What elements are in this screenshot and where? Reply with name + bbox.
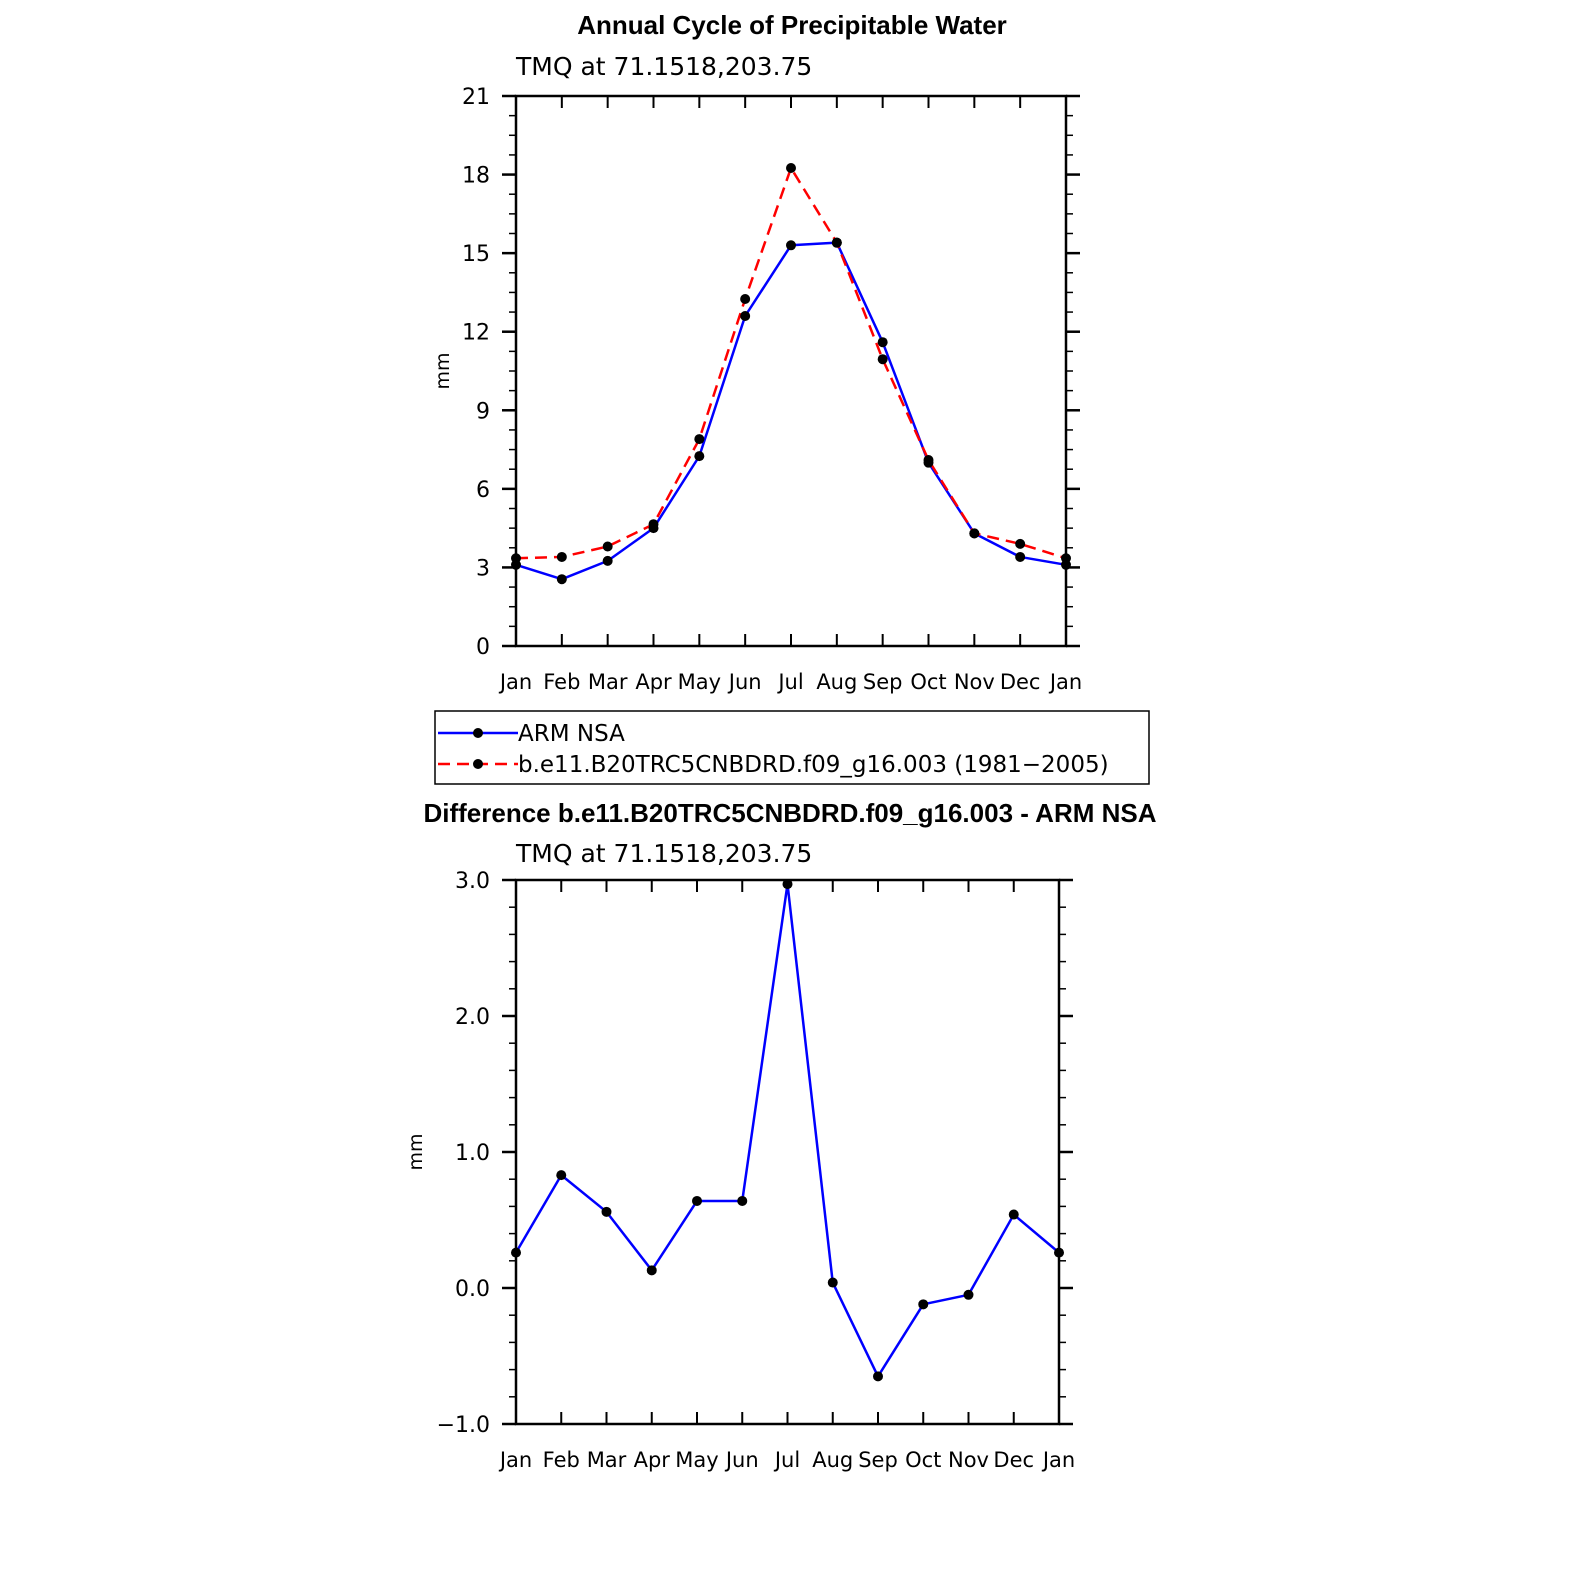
data-point-s1-9: [923, 455, 934, 466]
x-tick-label-may-4: May: [678, 670, 721, 694]
y-tick-label-2: 6: [476, 478, 490, 503]
data-point-s1-12: [1061, 553, 1071, 564]
x-tick-label-jul-6: Jul: [776, 670, 803, 694]
series-line-0: [515, 241, 1067, 581]
x-tick-label-sep-8: Sep: [863, 670, 903, 694]
data-point-s0-3: [646, 1265, 657, 1276]
chart-subtitle: TMQ at 71.1518,203.75: [515, 839, 812, 868]
x-tick-label-oct-9: Oct: [910, 670, 946, 694]
data-point-s0-6: [786, 240, 796, 251]
x-tick-label-jul-6: Jul: [773, 1448, 800, 1472]
y-tick-label-2: 1.0: [455, 1141, 490, 1166]
chart-subtitle: TMQ at 71.1518,203.75: [515, 52, 812, 81]
data-point-s0-0: [511, 1247, 521, 1258]
data-point-s1-7: [831, 237, 842, 248]
legend-label-model: b.e11.B20TRC5CNBDRD.f09_g16.003 (1981−20…: [518, 752, 1109, 778]
data-point-s0-11: [1008, 1209, 1019, 1220]
data-point-s0-5: [740, 311, 751, 321]
plot-frame: [514, 878, 1061, 1426]
x-tick-label-dec-11: Dec: [993, 1448, 1034, 1472]
y-tick-label-1: 0.0: [455, 1277, 490, 1302]
x-tick-label-dec-11: Dec: [1000, 670, 1041, 694]
y-axis-label: mm: [432, 352, 454, 389]
y-tick-label-3: 2.0: [455, 1005, 490, 1030]
y-axis-label: mm: [405, 1133, 427, 1170]
x-tick-label-feb-1: Feb: [543, 1448, 580, 1472]
data-point-s1-10: [969, 528, 980, 539]
series-line-0: [514, 882, 1060, 1378]
x-tick-label-jan-0: Jan: [498, 1448, 532, 1472]
data-point-s0-1: [556, 574, 567, 585]
y-tick-label-7: 21: [462, 85, 490, 110]
plot-area: Jan Feb Mar Apr May Jun Jul Aug Sep Oct Nov Dec Jan 0…: [462, 85, 1082, 694]
data-point-s0-9: [918, 1299, 929, 1310]
x-tick-label-apr-3: Apr: [634, 1448, 671, 1472]
data-point-s1-11: [1015, 538, 1026, 549]
data-point-s0-8: [873, 1371, 883, 1382]
data-point-s0-4: [694, 451, 705, 462]
x-tick-label-apr-3: Apr: [635, 670, 672, 694]
x-tick-label-jan-0: Jan: [498, 670, 532, 694]
legend-marker-model: [473, 759, 483, 769]
plot-area: Jan Feb Mar Apr May Jun Jul Aug Sep Oct Nov Dec Jan−…: [437, 869, 1076, 1472]
x-tick-label-nov-10: Nov: [948, 1448, 989, 1472]
x-tick-label-aug-7: Aug: [816, 670, 857, 694]
x-tick-label-nov-10: Nov: [954, 670, 995, 694]
series-line-1: [515, 166, 1067, 560]
data-point-s0-4: [692, 1195, 702, 1206]
legend-marker-arm-nsa: [473, 728, 483, 738]
difference-chart: Difference b.e11.B20TRC5CNBDRD.f09_g16.0…: [405, 798, 1157, 1472]
y-tick-label-1: 3: [476, 556, 490, 581]
data-point-s0-8: [877, 337, 888, 348]
data-point-s1-3: [648, 519, 659, 530]
data-point-s0-1: [556, 1170, 567, 1181]
y-tick-label-4: 12: [462, 321, 490, 346]
y-tick-label-6: 18: [462, 164, 490, 189]
legend-box: [434, 710, 1150, 785]
data-point-s0-2: [601, 1206, 612, 1217]
y-tick-label-4: 3.0: [455, 869, 490, 894]
y-tick-label-0: 0: [476, 635, 490, 660]
legend: ARM NSA b.e11.B20TRC5CNBDRD.f09_g16.003 …: [434, 710, 1150, 785]
x-tick-label-may-4: May: [675, 1448, 718, 1472]
y-tick-label-5: 15: [462, 242, 490, 267]
data-point-s1-8: [877, 354, 888, 365]
x-tick-label-sep-8: Sep: [858, 1448, 898, 1472]
x-tick-label-jan-12: Jan: [1041, 1448, 1075, 1472]
data-point-s0-6: [782, 879, 793, 890]
legend-label-arm-nsa: ARM NSA: [518, 721, 625, 747]
y-tick-label-0: −1.0: [437, 1413, 490, 1438]
x-tick-label-mar-2: Mar: [588, 670, 628, 694]
x-tick-label-jan-12: Jan: [1048, 670, 1082, 694]
data-point-s0-5: [737, 1195, 748, 1206]
chart-title: Annual Cycle of Precipitable Water: [577, 10, 1007, 40]
chart-title: Difference b.e11.B20TRC5CNBDRD.f09_g16.0…: [423, 798, 1156, 828]
x-tick-label-jun-5: Jun: [724, 1448, 759, 1472]
data-point-s0-11: [1015, 551, 1026, 562]
data-point-s0-2: [602, 555, 613, 566]
data-point-s1-4: [694, 434, 705, 445]
data-point-s0-12: [1054, 1247, 1064, 1258]
data-point-s1-6: [786, 163, 796, 174]
data-point-s0-10: [963, 1289, 974, 1300]
x-tick-label-feb-1: Feb: [543, 670, 580, 694]
x-tick-label-aug-7: Aug: [812, 1448, 853, 1472]
x-tick-label-jun-5: Jun: [727, 670, 762, 694]
annual-cycle-chart: Annual Cycle of Precipitable Water TMQ a…: [432, 10, 1150, 785]
x-tick-label-oct-9: Oct: [905, 1448, 941, 1472]
data-point-s1-2: [602, 541, 613, 552]
data-point-s1-0: [511, 553, 521, 564]
data-point-s1-5: [740, 293, 751, 304]
data-point-s0-7: [827, 1277, 838, 1288]
x-tick-label-mar-2: Mar: [587, 1448, 627, 1472]
data-point-s1-1: [556, 551, 567, 562]
y-tick-label-3: 9: [476, 399, 490, 424]
